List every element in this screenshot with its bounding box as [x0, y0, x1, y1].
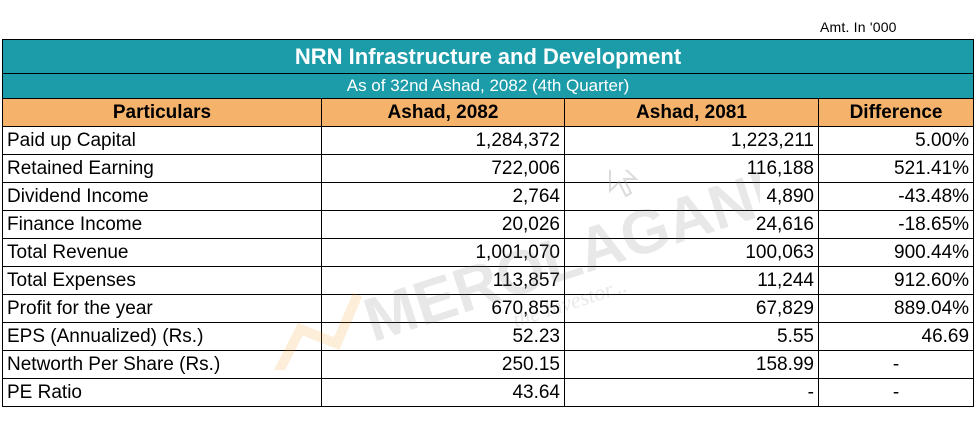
row-label: Dividend Income: [2, 182, 322, 211]
difference-value: -: [817, 350, 975, 379]
table-row: Finance Income 20,026 24,616 -18.65%: [2, 210, 975, 239]
previous-value: 5.55: [564, 322, 819, 351]
previous-value: 67,829: [564, 294, 819, 323]
row-label: EPS (Annualized) (Rs.): [2, 322, 322, 351]
table-row: Retained Earning 722,006 116,188 521.41%: [2, 154, 975, 183]
table-subtitle: As of 32nd Ashad, 2082 (4th Quarter): [1, 73, 975, 99]
header-particulars: Particulars: [2, 98, 322, 127]
previous-value: 158.99: [564, 350, 819, 379]
previous-value: 100,063: [564, 238, 819, 267]
difference-value: 912.60%: [817, 266, 975, 295]
row-label: Finance Income: [2, 210, 322, 239]
previous-value: 116,188: [564, 154, 819, 183]
current-value: 722,006: [321, 154, 565, 183]
header-row: Particulars Ashad, 2082 Ashad, 2081 Diff…: [2, 98, 975, 127]
difference-value: -18.65%: [817, 210, 975, 239]
current-value: 43.64: [321, 378, 565, 407]
row-label: PE Ratio: [2, 378, 322, 407]
difference-value: 900.44%: [817, 238, 975, 267]
previous-value: -: [564, 378, 819, 407]
header-current-period: Ashad, 2082: [321, 98, 565, 127]
table-row: EPS (Annualized) (Rs.) 52.23 5.55 46.69: [2, 322, 975, 351]
difference-value: 889.04%: [817, 294, 975, 323]
previous-value: 4,890: [564, 182, 819, 211]
previous-value: 11,244: [564, 266, 819, 295]
current-value: 250.15: [321, 350, 565, 379]
row-label: Paid up Capital: [2, 126, 322, 155]
financial-table: NRN Infrastructure and Development As of…: [1, 39, 975, 407]
difference-value: 5.00%: [817, 126, 975, 155]
difference-value: 46.69: [817, 322, 975, 351]
row-label: Profit for the year: [2, 294, 322, 323]
row-label: Total Expenses: [2, 266, 322, 295]
amount-unit-note: Amt. In '000: [820, 19, 897, 35]
table-row: PE Ratio 43.64- -: [2, 378, 975, 407]
subtitle-row: As of 32nd Ashad, 2082 (4th Quarter): [1, 73, 975, 99]
current-value: 1,001,070: [321, 238, 565, 267]
header-previous-period: Ashad, 2081: [564, 98, 819, 127]
table-title: NRN Infrastructure and Development: [1, 39, 975, 74]
previous-value: 1,223,211: [564, 126, 819, 155]
current-value: 2,764: [321, 182, 565, 211]
current-value: 670,855: [321, 294, 565, 323]
table-row: Total Revenue 1,001,070 100,063 900.44%: [2, 238, 975, 267]
row-label: Total Revenue: [2, 238, 322, 267]
table-row: Networth Per Share (Rs.) 250.15 158.99-: [2, 350, 975, 379]
previous-value: 24,616: [564, 210, 819, 239]
row-label: Retained Earning: [2, 154, 322, 183]
title-row: NRN Infrastructure and Development: [1, 39, 975, 74]
current-value: 1,284,372: [321, 126, 565, 155]
current-value: 20,026: [321, 210, 565, 239]
table-row: Dividend Income 2,764 4,890 -43.48%: [2, 182, 975, 211]
row-label: Networth Per Share (Rs.): [2, 350, 322, 379]
current-value: 52.23: [321, 322, 565, 351]
difference-value: -: [817, 378, 975, 407]
table-row: Profit for the year 670,855 67,829 889.04%: [2, 294, 975, 323]
current-value: 113,857: [321, 266, 565, 295]
difference-value: -43.48%: [817, 182, 975, 211]
table-row: Paid up Capital 1,284,372 1,223,211 5.00%: [2, 126, 975, 155]
table-row: Total Expenses 113,857 11,244 912.60%: [2, 266, 975, 295]
header-difference: Difference: [817, 98, 975, 127]
difference-value: 521.41%: [817, 154, 975, 183]
